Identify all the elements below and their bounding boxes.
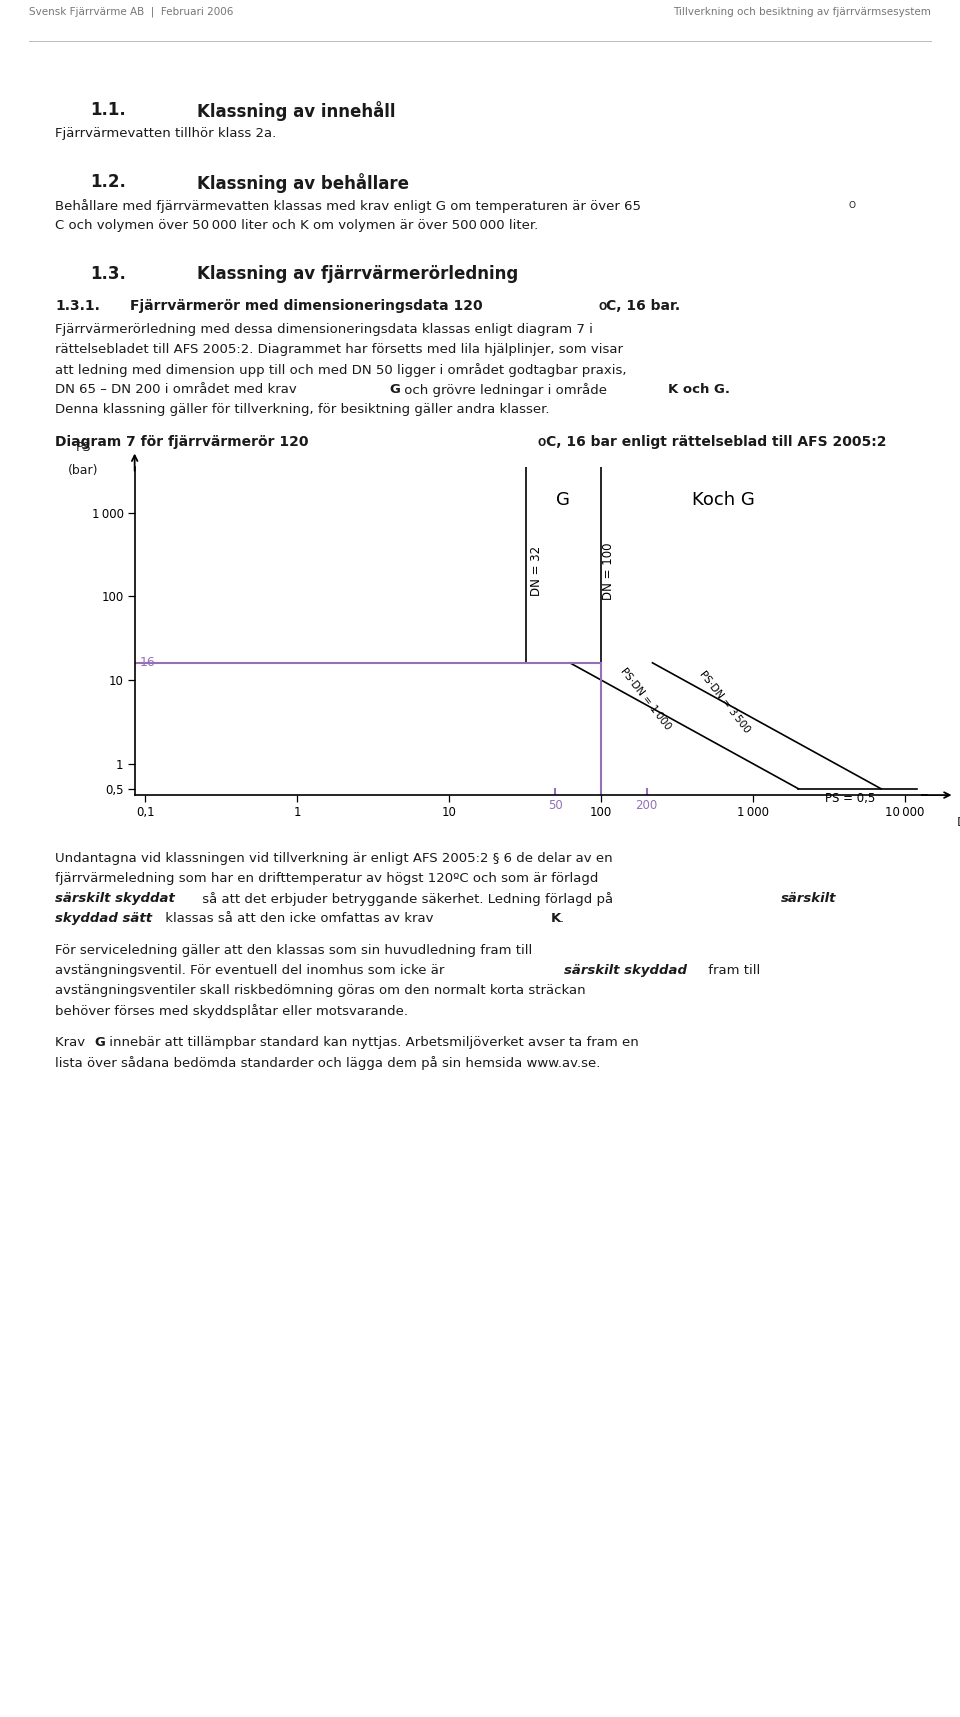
Text: 1.3.: 1.3.: [90, 264, 127, 283]
Text: särskilt skyddad: särskilt skyddad: [564, 963, 686, 977]
Text: 1.1.: 1.1.: [90, 101, 126, 118]
Text: Krav: Krav: [55, 1035, 89, 1049]
Text: K och G.: K och G.: [668, 383, 731, 397]
Text: rättelsebladet till AFS 2005:2. Diagrammet har försetts med lila hjälplinjer, so: rättelsebladet till AFS 2005:2. Diagramm…: [55, 343, 623, 355]
Text: DN 65 – DN 200 i området med krav: DN 65 – DN 200 i området med krav: [55, 383, 301, 397]
Text: DN = 100: DN = 100: [602, 543, 615, 599]
Text: G: G: [94, 1035, 105, 1049]
Text: Klassning av innehåll: Klassning av innehåll: [197, 101, 396, 122]
Text: PS·DN = 1 000: PS·DN = 1 000: [618, 666, 673, 731]
Text: För serviceledning gäller att den klassas som sin huvudledning fram till: För serviceledning gäller att den klassa…: [55, 944, 532, 956]
Text: så att det erbjuder betryggande säkerhet. Ledning förlagd på: så att det erbjuder betryggande säkerhet…: [199, 893, 617, 907]
Text: 1.2.: 1.2.: [90, 173, 127, 191]
Text: 50: 50: [548, 798, 563, 812]
Text: 200: 200: [636, 798, 658, 812]
Text: Fjärrvärmerör med dimensioneringsdata 120: Fjärrvärmerör med dimensioneringsdata 12…: [131, 299, 488, 312]
Text: (bar): (bar): [68, 464, 99, 477]
Text: O: O: [538, 438, 545, 448]
Text: C och volymen över 50 000 liter och K om volymen är över 500 000 liter.: C och volymen över 50 000 liter och K om…: [55, 220, 539, 232]
Text: Denna klassning gäller för tillverkning, för besiktning gäller andra klasser.: Denna klassning gäller för tillverkning,…: [55, 403, 549, 416]
Text: Klassning av fjärrvärmerörledning: Klassning av fjärrvärmerörledning: [197, 264, 517, 283]
Text: innebär att tillämpbar standard kan nyttjas. Arbetsmiljöverket avser ta fram en: innebär att tillämpbar standard kan nytt…: [105, 1035, 638, 1049]
Text: Koch G: Koch G: [692, 491, 755, 510]
Text: behöver förses med skyddsplåtar eller motsvarande.: behöver förses med skyddsplåtar eller mo…: [55, 1004, 408, 1018]
Text: 1.3.1.: 1.3.1.: [55, 299, 100, 312]
Text: C, 16 bar enligt rättelseblad till AFS 2005:2: C, 16 bar enligt rättelseblad till AFS 2…: [546, 434, 887, 450]
Text: Klassning av behållare: Klassning av behållare: [197, 173, 409, 192]
Text: att ledning med dimension upp till och med DN 50 ligger i området godtagbar prax: att ledning med dimension upp till och m…: [55, 362, 627, 378]
Text: särskilt: särskilt: [780, 893, 836, 905]
Text: PS = 0,5: PS = 0,5: [826, 792, 876, 805]
Text: fjärrvärmeledning som har en drifttemperatur av högst 120ºC och som är förlagd: fjärrvärmeledning som har en drifttemper…: [55, 872, 598, 884]
Text: Diagram 7 för fjärrvärmerör 120: Diagram 7 för fjärrvärmerör 120: [55, 434, 313, 450]
Text: Tillverkning och besiktning av fjärrvärmsesystem: Tillverkning och besiktning av fjärrvärm…: [673, 7, 931, 17]
Text: fram till: fram till: [704, 963, 760, 977]
Text: O: O: [598, 302, 607, 312]
Text: avstängningsventiler skall riskbedömning göras om den normalt korta sträckan: avstängningsventiler skall riskbedömning…: [55, 984, 586, 998]
Text: PS·DN = 3 500: PS·DN = 3 500: [697, 668, 752, 735]
Text: Svensk Fjärrvärme AB  |  Februari 2006: Svensk Fjärrvärme AB | Februari 2006: [29, 7, 233, 17]
Text: G: G: [390, 383, 400, 397]
Text: lista över sådana bedömda standarder och lägga dem på sin hemsida www.av.se.: lista över sådana bedömda standarder och…: [55, 1056, 600, 1070]
Text: .: .: [560, 912, 564, 925]
Text: skyddad sätt: skyddad sätt: [55, 912, 152, 925]
Text: G: G: [556, 491, 569, 510]
Text: särskilt skyddat: särskilt skyddat: [55, 893, 175, 905]
Text: klassas så att den icke omfattas av krav: klassas så att den icke omfattas av krav: [161, 912, 438, 925]
Text: 16: 16: [140, 656, 156, 670]
Text: O: O: [849, 201, 856, 209]
Text: C, 16 bar.: C, 16 bar.: [607, 299, 681, 312]
Text: K: K: [551, 912, 561, 925]
Text: Behållare med fjärrvärmevatten klassas med krav enligt G om temperaturen är över: Behållare med fjärrvärmevatten klassas m…: [55, 199, 641, 213]
Text: DN: DN: [957, 816, 960, 829]
Text: avstängningsventil. För eventuell del inomhus som icke är: avstängningsventil. För eventuell del in…: [55, 963, 448, 977]
Text: PS: PS: [76, 441, 91, 453]
Text: Fjärrvärmerörledning med dessa dimensioneringsdata klassas enligt diagram 7 i: Fjärrvärmerörledning med dessa dimension…: [55, 323, 593, 337]
Text: DN = 32: DN = 32: [530, 546, 542, 596]
Text: Fjärrvärmevatten tillhör klass 2a.: Fjärrvärmevatten tillhör klass 2a.: [55, 127, 276, 141]
Text: Undantagna vid klassningen vid tillverkning är enligt AFS 2005:2 § 6 de delar av: Undantagna vid klassningen vid tillverkn…: [55, 852, 612, 865]
Text: och grövre ledningar i område: och grövre ledningar i område: [400, 383, 612, 397]
